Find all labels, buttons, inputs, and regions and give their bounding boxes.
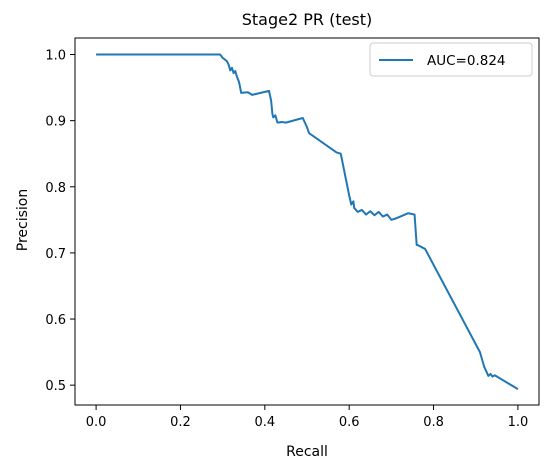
x-tick-label: 1.0: [508, 415, 529, 430]
y-axis-label: Precision: [15, 189, 31, 251]
y-tick-label: 1.0: [45, 49, 66, 64]
x-tick-label: 0.0: [86, 415, 107, 430]
x-tick-label: 0.4: [254, 415, 275, 430]
y-tick-label: 0.8: [45, 181, 66, 196]
x-axis-label: Recall: [286, 444, 328, 460]
legend: AUC=0.824: [369, 42, 533, 77]
y-tick-label: 0.5: [45, 379, 66, 394]
legend-box: [369, 42, 533, 77]
y-tick-label: 0.7: [45, 247, 66, 262]
legend-label: AUC=0.824: [427, 53, 506, 69]
plot-frame: [74, 37, 540, 406]
plot-layer: 0.0 0.2 0.4 0.6 0.8 1.0 0.5 0.6 0.7 0.8 0.9 1.0: [45, 37, 540, 430]
x-tick-label: 0.8: [423, 415, 444, 430]
chart-title: Stage2 PR (test): [242, 10, 373, 29]
y-tick-label: 0.6: [45, 313, 66, 328]
series-line-0: [96, 53, 519, 390]
x-tick-label: 0.6: [339, 415, 360, 430]
x-tick-label: 0.2: [170, 415, 191, 430]
y-tick-label: 0.9: [45, 115, 66, 130]
